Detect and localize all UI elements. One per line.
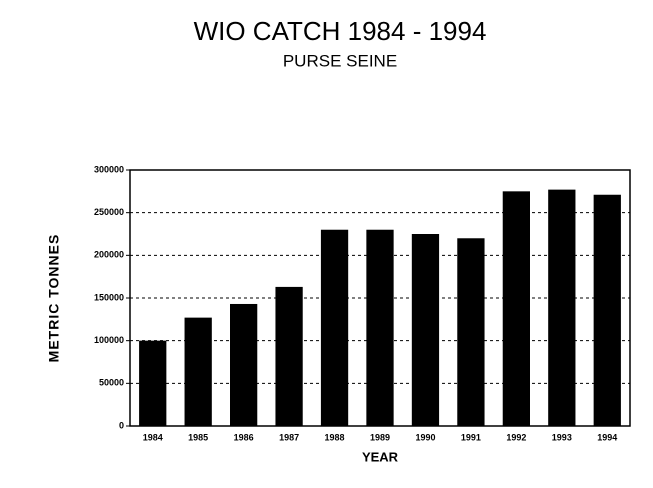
bar	[275, 286, 303, 426]
bar	[366, 229, 394, 426]
bar	[184, 317, 212, 426]
bar	[457, 238, 485, 426]
y-tick-label: 250000	[94, 207, 124, 217]
y-tick-label: 100000	[94, 335, 124, 345]
y-tick-label: 50000	[99, 378, 124, 388]
bar	[593, 194, 621, 426]
x-tick-label: 1993	[552, 432, 572, 442]
x-tick-label: 1989	[370, 432, 390, 442]
bar	[548, 189, 576, 426]
chart-title: WIO CATCH 1984 - 1994	[194, 16, 487, 46]
bar	[502, 191, 530, 426]
y-tick-label: 0	[119, 420, 124, 430]
y-tick-label: 150000	[94, 292, 124, 302]
x-tick-label: 1985	[188, 432, 208, 442]
bar	[139, 340, 167, 426]
x-tick-label: 1990	[415, 432, 435, 442]
x-tick-label: 1984	[143, 432, 163, 442]
x-tick-label: 1988	[325, 432, 345, 442]
y-tick-label: 300000	[94, 164, 124, 174]
bar	[411, 234, 440, 426]
bar	[320, 229, 349, 426]
y-axis-label: METRIC TONNES	[46, 234, 62, 363]
x-axis-label: YEAR	[362, 449, 399, 464]
y-tick-label: 200000	[94, 250, 124, 260]
chart-subtitle: PURSE SEINE	[283, 51, 397, 70]
bar	[230, 303, 258, 426]
x-tick-label: 1987	[279, 432, 299, 442]
x-tick-label: 1994	[597, 432, 617, 442]
x-tick-label: 1986	[234, 432, 254, 442]
x-tick-label: 1991	[461, 432, 481, 442]
x-tick-label: 1992	[506, 432, 526, 442]
